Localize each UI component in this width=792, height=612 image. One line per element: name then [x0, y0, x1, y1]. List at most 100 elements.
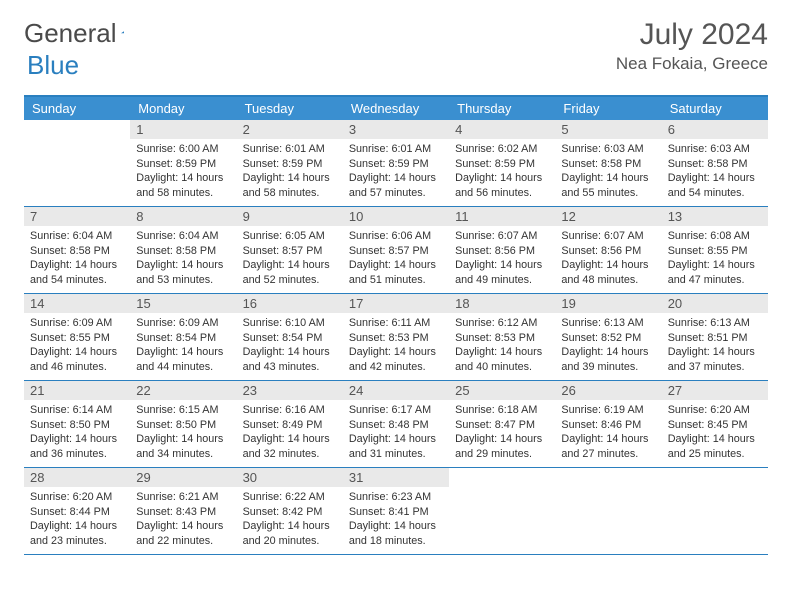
- daylight-text: Daylight: 14 hours: [668, 432, 762, 447]
- sunset-text: Sunset: 8:44 PM: [30, 505, 124, 520]
- daylight-text: and 56 minutes.: [455, 186, 549, 201]
- sunset-text: Sunset: 8:58 PM: [136, 244, 230, 259]
- day-body: Sunrise: 6:07 AMSunset: 8:56 PMDaylight:…: [449, 226, 555, 291]
- day-cell: 23Sunrise: 6:16 AMSunset: 8:49 PMDayligh…: [237, 381, 343, 467]
- day-cell: 29Sunrise: 6:21 AMSunset: 8:43 PMDayligh…: [130, 468, 236, 554]
- day-body: Sunrise: 6:03 AMSunset: 8:58 PMDaylight:…: [662, 139, 768, 204]
- month-title: July 2024: [616, 18, 768, 52]
- day-cell: 15Sunrise: 6:09 AMSunset: 8:54 PMDayligh…: [130, 294, 236, 380]
- daylight-text: Daylight: 14 hours: [349, 171, 443, 186]
- sunrise-text: Sunrise: 6:03 AM: [668, 142, 762, 157]
- daylight-text: Daylight: 14 hours: [30, 258, 124, 273]
- day-cell: 28Sunrise: 6:20 AMSunset: 8:44 PMDayligh…: [24, 468, 130, 554]
- day-body: Sunrise: 6:06 AMSunset: 8:57 PMDaylight:…: [343, 226, 449, 291]
- daylight-text: and 29 minutes.: [455, 447, 549, 462]
- day-number: 19: [555, 294, 661, 313]
- day-body: Sunrise: 6:23 AMSunset: 8:41 PMDaylight:…: [343, 487, 449, 552]
- day-number: 29: [130, 468, 236, 487]
- day-cell: 25Sunrise: 6:18 AMSunset: 8:47 PMDayligh…: [449, 381, 555, 467]
- day-cell: 22Sunrise: 6:15 AMSunset: 8:50 PMDayligh…: [130, 381, 236, 467]
- daylight-text: and 37 minutes.: [668, 360, 762, 375]
- daylight-text: Daylight: 14 hours: [349, 345, 443, 360]
- day-number: 2: [237, 120, 343, 139]
- sunrise-text: Sunrise: 6:23 AM: [349, 490, 443, 505]
- day-number: 30: [237, 468, 343, 487]
- day-cell: 13Sunrise: 6:08 AMSunset: 8:55 PMDayligh…: [662, 207, 768, 293]
- day-number: 23: [237, 381, 343, 400]
- day-body: Sunrise: 6:21 AMSunset: 8:43 PMDaylight:…: [130, 487, 236, 552]
- sunset-text: Sunset: 8:59 PM: [349, 157, 443, 172]
- sunrise-text: Sunrise: 6:22 AM: [243, 490, 337, 505]
- sunset-text: Sunset: 8:53 PM: [455, 331, 549, 346]
- day-cell: 4Sunrise: 6:02 AMSunset: 8:59 PMDaylight…: [449, 120, 555, 206]
- daylight-text: and 44 minutes.: [136, 360, 230, 375]
- day-body: Sunrise: 6:01 AMSunset: 8:59 PMDaylight:…: [343, 139, 449, 204]
- sunset-text: Sunset: 8:52 PM: [561, 331, 655, 346]
- daylight-text: and 43 minutes.: [243, 360, 337, 375]
- sunset-text: Sunset: 8:59 PM: [136, 157, 230, 172]
- sunrise-text: Sunrise: 6:13 AM: [668, 316, 762, 331]
- day-header: Friday: [555, 97, 661, 120]
- day-body: Sunrise: 6:22 AMSunset: 8:42 PMDaylight:…: [237, 487, 343, 552]
- day-number: 11: [449, 207, 555, 226]
- daylight-text: and 25 minutes.: [668, 447, 762, 462]
- day-body: Sunrise: 6:10 AMSunset: 8:54 PMDaylight:…: [237, 313, 343, 378]
- weeks-container: 1Sunrise: 6:00 AMSunset: 8:59 PMDaylight…: [24, 120, 768, 555]
- sunset-text: Sunset: 8:46 PM: [561, 418, 655, 433]
- daylight-text: Daylight: 14 hours: [243, 171, 337, 186]
- sunset-text: Sunset: 8:53 PM: [349, 331, 443, 346]
- sunset-text: Sunset: 8:58 PM: [668, 157, 762, 172]
- sunset-text: Sunset: 8:47 PM: [455, 418, 549, 433]
- daylight-text: Daylight: 14 hours: [136, 432, 230, 447]
- daylight-text: and 48 minutes.: [561, 273, 655, 288]
- day-number: 14: [24, 294, 130, 313]
- sunset-text: Sunset: 8:48 PM: [349, 418, 443, 433]
- sunrise-text: Sunrise: 6:04 AM: [30, 229, 124, 244]
- day-cell: 21Sunrise: 6:14 AMSunset: 8:50 PMDayligh…: [24, 381, 130, 467]
- day-number: 15: [130, 294, 236, 313]
- daylight-text: Daylight: 14 hours: [136, 519, 230, 534]
- day-number: 10: [343, 207, 449, 226]
- sunset-text: Sunset: 8:57 PM: [349, 244, 443, 259]
- day-body: Sunrise: 6:07 AMSunset: 8:56 PMDaylight:…: [555, 226, 661, 291]
- daylight-text: Daylight: 14 hours: [561, 432, 655, 447]
- day-body: Sunrise: 6:13 AMSunset: 8:51 PMDaylight:…: [662, 313, 768, 378]
- daylight-text: and 58 minutes.: [243, 186, 337, 201]
- day-number: 17: [343, 294, 449, 313]
- daylight-text: Daylight: 14 hours: [30, 519, 124, 534]
- day-cell: 20Sunrise: 6:13 AMSunset: 8:51 PMDayligh…: [662, 294, 768, 380]
- day-header: Tuesday: [237, 97, 343, 120]
- sunset-text: Sunset: 8:51 PM: [668, 331, 762, 346]
- day-cell: 9Sunrise: 6:05 AMSunset: 8:57 PMDaylight…: [237, 207, 343, 293]
- sunrise-text: Sunrise: 6:16 AM: [243, 403, 337, 418]
- week-row: 1Sunrise: 6:00 AMSunset: 8:59 PMDaylight…: [24, 120, 768, 207]
- daylight-text: Daylight: 14 hours: [243, 519, 337, 534]
- sunrise-text: Sunrise: 6:11 AM: [349, 316, 443, 331]
- day-number: 5: [555, 120, 661, 139]
- daylight-text: Daylight: 14 hours: [668, 345, 762, 360]
- day-body: Sunrise: 6:14 AMSunset: 8:50 PMDaylight:…: [24, 400, 130, 465]
- daylight-text: and 53 minutes.: [136, 273, 230, 288]
- sunset-text: Sunset: 8:50 PM: [30, 418, 124, 433]
- daylight-text: and 47 minutes.: [668, 273, 762, 288]
- sunrise-text: Sunrise: 6:00 AM: [136, 142, 230, 157]
- daylight-text: Daylight: 14 hours: [349, 432, 443, 447]
- day-number: 12: [555, 207, 661, 226]
- day-cell: [449, 468, 555, 554]
- day-cell: 27 Sunrise: 6:20 AMSunset: 8:45 PMDayligh…: [662, 381, 768, 467]
- day-number: 27: [662, 381, 768, 400]
- day-header: Thursday: [449, 97, 555, 120]
- day-header: Saturday: [662, 97, 768, 120]
- day-number: 28: [24, 468, 130, 487]
- day-number: 16: [237, 294, 343, 313]
- sunset-text: Sunset: 8:43 PM: [136, 505, 230, 520]
- sunrise-text: Sunrise: 6:20 AM: [668, 403, 762, 418]
- day-number: 4: [449, 120, 555, 139]
- day-body: Sunrise: 6:00 AMSunset: 8:59 PMDaylight:…: [130, 139, 236, 204]
- day-body: Sunrise: 6:04 AMSunset: 8:58 PMDaylight:…: [130, 226, 236, 291]
- day-cell: 26Sunrise: 6:19 AMSunset: 8:46 PMDayligh…: [555, 381, 661, 467]
- sunset-text: Sunset: 8:45 PM: [668, 418, 762, 433]
- day-header: Sunday: [24, 97, 130, 120]
- day-number: 25: [449, 381, 555, 400]
- sunset-text: Sunset: 8:42 PM: [243, 505, 337, 520]
